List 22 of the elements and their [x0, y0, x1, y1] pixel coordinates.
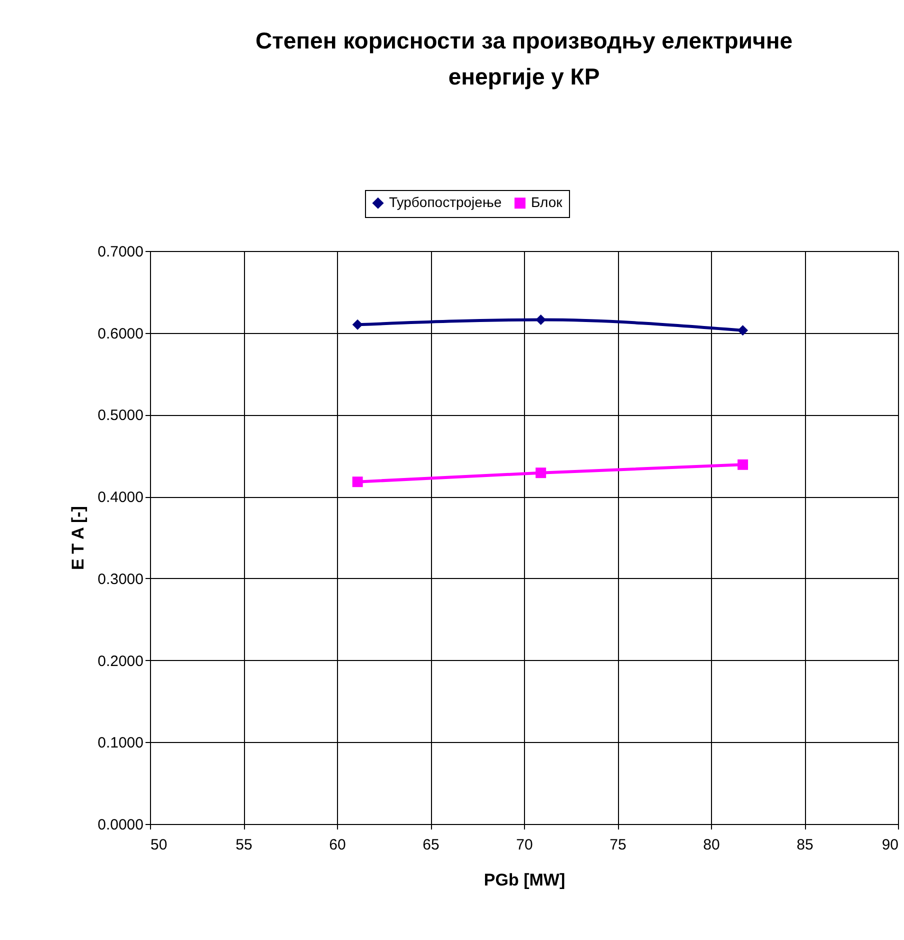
- x-tick-label: 75: [610, 836, 626, 854]
- y-tick-label: 0.0000: [98, 816, 144, 834]
- x-tick-label: 70: [516, 836, 533, 854]
- y-tick-label: 0.1000: [98, 734, 144, 752]
- x-tick-label: 60: [329, 836, 346, 854]
- x-tick-label: 90: [882, 836, 898, 854]
- legend-label: Турбопостројење: [389, 194, 502, 210]
- x-tick-label: 80: [703, 836, 720, 854]
- legend-label: Блок: [531, 194, 564, 210]
- y-tick-label: 0.2000: [98, 652, 144, 670]
- x-tick-label: 65: [422, 836, 440, 854]
- y-tick-label: 0.6000: [98, 325, 144, 342]
- y-tick-label: 0.3000: [98, 570, 144, 588]
- y-tick-label: 0.4000: [98, 489, 144, 506]
- y-axis-title: E T A [-]: [68, 506, 88, 570]
- x-tick-label: 50: [150, 836, 168, 854]
- y-tick-label: 0.5000: [98, 407, 144, 424]
- x-tick-label: 85: [796, 836, 814, 854]
- y-tick-label: 0.7000: [98, 244, 144, 260]
- x-tick-label: 55: [236, 836, 252, 854]
- chart-title: Степен корисности за производњу електричне енергије у КР: [255, 28, 793, 90]
- x-axis-title: PGb [MW]: [484, 870, 566, 890]
